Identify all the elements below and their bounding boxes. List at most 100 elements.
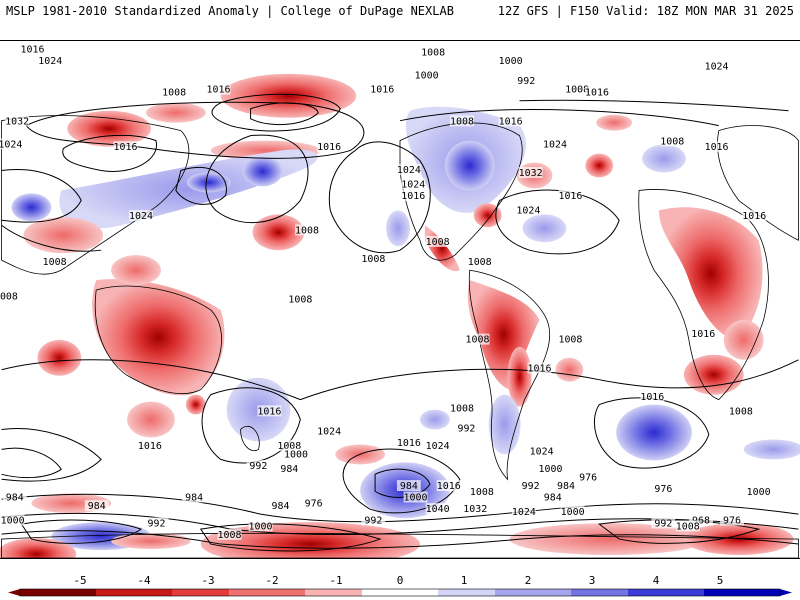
isobar-label: 1008 bbox=[660, 136, 684, 147]
isobar-label: 1016 bbox=[113, 142, 137, 153]
map-title: MSLP 1981-2010 Standardized Anomaly | Co… bbox=[6, 4, 454, 18]
isobar-label: 1008 bbox=[0, 292, 18, 303]
colorbar-swatch bbox=[647, 589, 667, 596]
colorbar-swatch bbox=[229, 589, 249, 596]
colorbar-tick: 2 bbox=[525, 574, 532, 587]
isobar-label: 992 bbox=[522, 481, 540, 492]
colorbar-swatch bbox=[628, 589, 648, 596]
isobar-label: 1016 bbox=[21, 44, 45, 55]
colorbar-swatch bbox=[609, 589, 629, 596]
colorbar-tick-labels: -5 -4 -3 -2 -1 0 1 2 3 4 5 bbox=[73, 574, 723, 587]
isobar-label: 1024 bbox=[317, 426, 341, 437]
isobar-label: 976 bbox=[579, 472, 597, 483]
colorbar-tick: -1 bbox=[329, 574, 342, 587]
colorbar-swatch bbox=[286, 589, 306, 596]
isobar-label: 992 bbox=[457, 424, 475, 435]
isobar-label: 1008 bbox=[558, 335, 582, 346]
world-map: 1008100010009921016102410241008101610161… bbox=[0, 40, 800, 559]
colorbar-swatch bbox=[704, 589, 724, 596]
colorbar-swatch bbox=[20, 589, 40, 596]
colorbar-swatch bbox=[39, 589, 59, 596]
isobar-label: 992 bbox=[148, 518, 166, 529]
colorbar-swatch bbox=[324, 589, 344, 596]
anomaly-shading bbox=[0, 73, 800, 558]
isobar-label: 1008 bbox=[361, 254, 385, 265]
isobar-label: 1016 bbox=[705, 142, 729, 153]
colorbar-swatch bbox=[685, 589, 705, 596]
isobar-label: 1008 bbox=[43, 257, 67, 268]
isobar-label: 984 bbox=[544, 493, 562, 504]
isobar-label: 976 bbox=[723, 516, 741, 527]
colorbar-max-arrow bbox=[780, 589, 792, 596]
isobar-label: 1016 bbox=[317, 142, 341, 153]
isobar-label: 1032 bbox=[463, 504, 487, 515]
colorbar-swatch bbox=[172, 589, 192, 596]
anomaly-colorbar: -5 -4 -3 -2 -1 0 1 2 3 4 5 bbox=[8, 574, 792, 597]
colorbar-tick: 0 bbox=[397, 574, 404, 587]
colorbar-tick: 4 bbox=[653, 574, 660, 587]
colorbar-swatch bbox=[248, 589, 268, 596]
colorbar-swatch bbox=[419, 589, 439, 596]
isobar-label: 1016 bbox=[742, 211, 766, 222]
colorbar-swatch bbox=[305, 589, 325, 596]
colorbar-swatch bbox=[115, 589, 135, 596]
isobar-label: 1024 bbox=[530, 447, 554, 458]
colorbar-tick: -5 bbox=[73, 574, 86, 587]
colorbar-swatch bbox=[210, 589, 230, 596]
colorbar-outline bbox=[19, 588, 781, 597]
isobar-label: 1008 bbox=[565, 85, 589, 96]
isobar-label: 1000 bbox=[284, 449, 308, 460]
isobar-label: 1016 bbox=[370, 85, 394, 96]
isobar-label: 1024 bbox=[543, 139, 567, 150]
isobar-label: 1008 bbox=[426, 237, 450, 248]
isobar-label: 1000 bbox=[415, 70, 439, 81]
isobar-label: 1024 bbox=[705, 62, 729, 73]
isobars bbox=[1, 93, 799, 552]
isobar-label: 1016 bbox=[691, 329, 715, 340]
colorbar-swatch bbox=[400, 589, 420, 596]
isobar-label: 1008 bbox=[218, 530, 242, 541]
isobar-label: 1024 bbox=[426, 441, 450, 452]
colorbar-min-arrow bbox=[8, 589, 20, 596]
isobar-label: 1008 bbox=[295, 225, 319, 236]
isobar-label: 1016 bbox=[499, 116, 523, 127]
isobar-label: 1024 bbox=[516, 205, 540, 216]
colorbar-tick: -4 bbox=[137, 574, 151, 587]
isobar-label: 1008 bbox=[676, 521, 700, 532]
colorbar-tick: 5 bbox=[717, 574, 724, 587]
isobar-label: 1000 bbox=[539, 464, 563, 475]
isobar-label: 1000 bbox=[1, 516, 25, 527]
isobar-label: 1008 bbox=[162, 88, 186, 99]
isobar-label: 992 bbox=[517, 76, 535, 87]
isobar-label: 1024 bbox=[129, 211, 153, 222]
isobar-label: 1024 bbox=[38, 56, 62, 67]
colorbar-swatch bbox=[571, 589, 591, 596]
isobar-label: 992 bbox=[249, 461, 267, 472]
colorbar-swatch bbox=[267, 589, 287, 596]
colorbar-tick: 1 bbox=[461, 574, 468, 587]
isobar-label: 984 bbox=[6, 493, 24, 504]
isobar-label: 1008 bbox=[468, 257, 492, 268]
isobar-label: 1024 bbox=[397, 165, 421, 176]
isobar-label: 1024 bbox=[401, 179, 425, 190]
isobar-label: 1024 bbox=[512, 507, 536, 518]
isobar-label: 1016 bbox=[257, 406, 281, 417]
isobar-label: 1016 bbox=[207, 85, 231, 96]
isobar-label: 984 bbox=[185, 493, 203, 504]
isobar-label: 1008 bbox=[729, 406, 753, 417]
isobar-label: 968 bbox=[692, 516, 710, 527]
colorbar-swatch bbox=[495, 589, 515, 596]
isobar-label: 984 bbox=[280, 464, 298, 475]
isobar-label: 1008 bbox=[421, 47, 445, 58]
isobar-label: 1000 bbox=[499, 56, 523, 67]
colorbar-swatch bbox=[533, 589, 553, 596]
isobar-label: 984 bbox=[400, 481, 418, 492]
isobar-label: 984 bbox=[271, 501, 289, 512]
isobar-label: 1008 bbox=[277, 441, 301, 452]
isobar-label: 1016 bbox=[585, 88, 609, 99]
isobar-label: 1024 bbox=[0, 139, 22, 150]
isobar-label: 976 bbox=[654, 484, 672, 495]
colorbar-swatch bbox=[343, 589, 363, 596]
isobar-labels: 1008100010009921016102410241008101610161… bbox=[0, 43, 771, 541]
isobar-label: 992 bbox=[364, 516, 382, 527]
